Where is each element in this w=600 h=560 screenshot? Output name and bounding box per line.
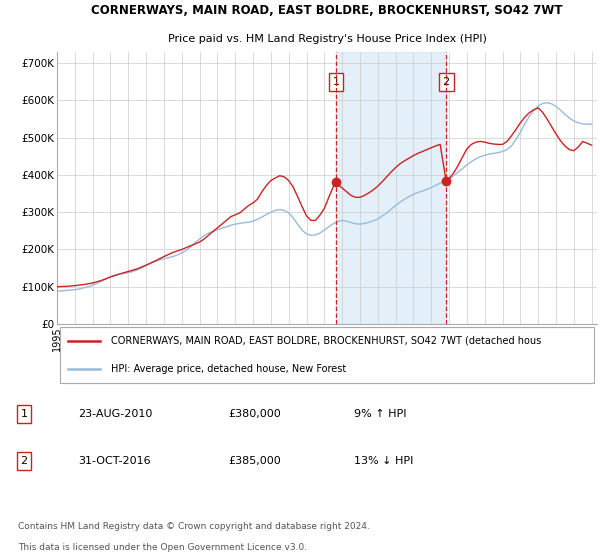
Text: Contains HM Land Registry data © Crown copyright and database right 2024.: Contains HM Land Registry data © Crown c… <box>18 522 370 531</box>
Text: This data is licensed under the Open Government Licence v3.0.: This data is licensed under the Open Gov… <box>18 543 307 552</box>
Text: Price paid vs. HM Land Registry's House Price Index (HPI): Price paid vs. HM Land Registry's House … <box>167 34 487 44</box>
Text: £380,000: £380,000 <box>228 409 281 419</box>
Text: 23-AUG-2010: 23-AUG-2010 <box>78 409 152 419</box>
Text: £385,000: £385,000 <box>228 456 281 466</box>
Text: 2: 2 <box>20 456 28 466</box>
Text: 13% ↓ HPI: 13% ↓ HPI <box>354 456 413 466</box>
Text: CORNERWAYS, MAIN ROAD, EAST BOLDRE, BROCKENHURST, SO42 7WT: CORNERWAYS, MAIN ROAD, EAST BOLDRE, BROC… <box>91 4 563 17</box>
Text: 1: 1 <box>20 409 28 419</box>
FancyBboxPatch shape <box>60 327 594 383</box>
Text: 9% ↑ HPI: 9% ↑ HPI <box>354 409 407 419</box>
Text: 2: 2 <box>442 77 449 87</box>
Text: HPI: Average price, detached house, New Forest: HPI: Average price, detached house, New … <box>111 363 346 374</box>
Text: 31-OCT-2016: 31-OCT-2016 <box>78 456 151 466</box>
Text: CORNERWAYS, MAIN ROAD, EAST BOLDRE, BROCKENHURST, SO42 7WT (detached hous: CORNERWAYS, MAIN ROAD, EAST BOLDRE, BROC… <box>111 336 541 346</box>
Bar <box>336 52 446 324</box>
Text: 1: 1 <box>332 77 340 87</box>
